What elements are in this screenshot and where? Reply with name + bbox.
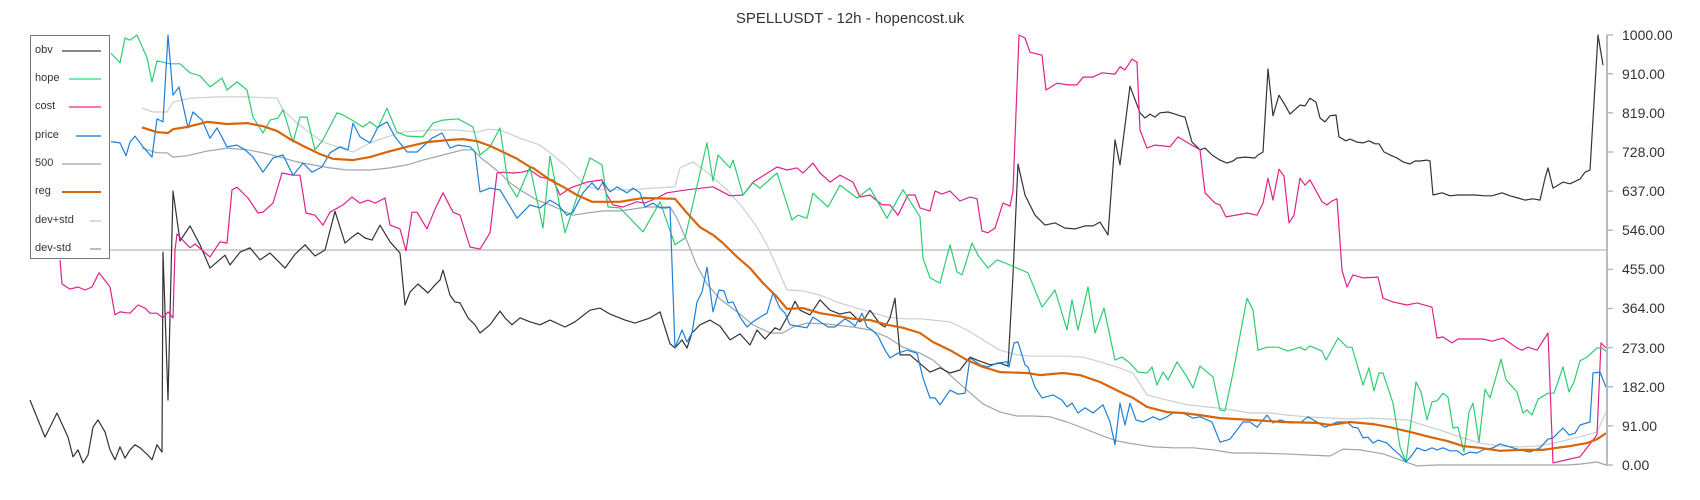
- legend-item-reg: reg: [31, 184, 109, 198]
- series-price-line: [110, 34, 1607, 463]
- y-tick-label: 819.00: [1622, 104, 1665, 121]
- legend-swatch-icon: [76, 135, 101, 137]
- legend-item-500: 500: [31, 156, 109, 170]
- y-tick-label: 455.00: [1622, 261, 1665, 278]
- legend-swatch-icon: [62, 163, 101, 165]
- series-cost-line: [59, 34, 1607, 464]
- series-dev-std-line: [141, 147, 1607, 467]
- legend-swatch-icon: [62, 50, 101, 52]
- series-reg-line: [141, 120, 1607, 452]
- y-tick-label: 91.00: [1622, 417, 1658, 434]
- legend-item-price: price: [31, 128, 109, 142]
- chart-title: SPELLUSDT - 12h - hopencost.uk: [735, 10, 965, 27]
- legend-label: 500: [35, 157, 54, 169]
- legend-swatch-icon: [69, 106, 101, 108]
- legend-label: price: [35, 129, 59, 141]
- y-tick-label: 1000.00: [1622, 27, 1673, 43]
- y-tick-label: 637.00: [1622, 183, 1665, 200]
- series-hope-line: [110, 34, 1607, 463]
- legend-label: obv: [35, 44, 53, 56]
- chart-legend: obv hope cost price 500 reg dev+std dev-std: [30, 35, 110, 259]
- legend-item-hope: hope: [31, 71, 109, 85]
- y-axis: [1606, 34, 1613, 466]
- legend-label: hope: [35, 72, 60, 84]
- legend-label: reg: [35, 185, 51, 197]
- legend-label: dev-std: [35, 242, 72, 254]
- y-tick-label: 546.00: [1622, 222, 1665, 239]
- y-tick-label: 182.00: [1622, 378, 1665, 395]
- legend-swatch-icon: [62, 191, 101, 193]
- legend-item-cost: cost: [31, 99, 109, 113]
- y-tick-label: 0.00: [1622, 457, 1650, 473]
- y-tick-label: 273.00: [1622, 339, 1665, 356]
- legend-swatch-icon: [90, 220, 101, 222]
- series-obv-line: [29, 34, 1604, 464]
- y-tick-label: 910.00: [1622, 65, 1665, 82]
- y-tick-label: 364.00: [1622, 300, 1665, 317]
- legend-label: dev+std: [35, 214, 74, 226]
- series-layer: [29, 34, 1607, 467]
- series-dev-std-line: [141, 96, 1607, 448]
- legend-item-dev-std: dev-std: [31, 241, 109, 255]
- y-tick-label: 728.00: [1622, 143, 1665, 160]
- legend-label: cost: [35, 100, 56, 112]
- legend-swatch-icon: [90, 248, 101, 250]
- legend-item-obv: obv: [31, 43, 109, 57]
- legend-swatch-icon: [69, 78, 101, 80]
- legend-item-dev-std: dev+std: [31, 213, 109, 227]
